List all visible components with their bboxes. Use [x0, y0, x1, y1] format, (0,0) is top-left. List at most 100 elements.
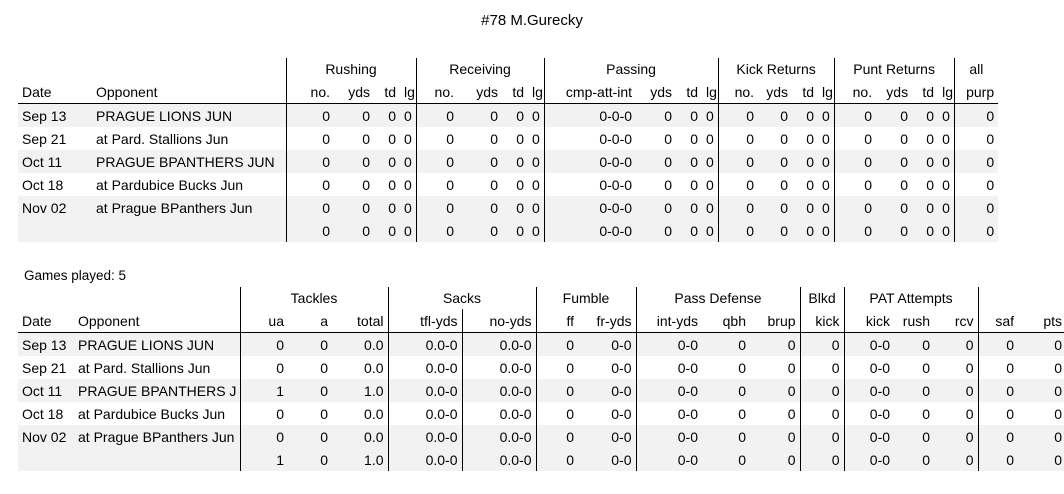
table-cell: 0 — [799, 332, 845, 356]
group-header: Fumble — [535, 287, 636, 309]
table-cell: 0 — [876, 196, 913, 219]
table-cell: 0 — [833, 150, 877, 173]
table-cell: 0 — [818, 103, 835, 127]
table-cell: kick — [843, 309, 895, 333]
table-cell: Oct 11 — [18, 150, 92, 173]
table-cell: 0.0-0 — [387, 356, 462, 379]
table-cell: 0 — [288, 332, 332, 356]
table-cell: 1 — [239, 379, 288, 402]
table-cell: 0 — [400, 219, 416, 242]
table-cell: 0 — [818, 196, 835, 219]
table-cell: 0 — [374, 196, 400, 219]
table-cell: 0 — [717, 127, 759, 150]
table-row: Sep 13 PRAGUE LIONS JUN 0 0 0.0 0.0-0 0.0-0 0 0-… — [18, 332, 1064, 356]
table-cell: 0 — [912, 196, 939, 219]
table-cell: 0 — [717, 150, 759, 173]
table-cell: yds — [876, 80, 913, 104]
group-header — [18, 287, 240, 309]
table-cell: 0 — [942, 176, 950, 193]
table-cell: 0 — [664, 176, 673, 193]
table-cell: 0.0-0 — [461, 448, 536, 471]
table-cell: 0 — [750, 379, 801, 402]
table-cell: Nov 02 — [18, 425, 74, 448]
table-cell: 0.0 — [364, 405, 384, 422]
table-cell: 0 — [676, 150, 703, 173]
table-cell: yds — [334, 80, 374, 104]
table-row: Sep 21 at Pard. Stallions Jun 0 0 0 0 0 0 0 0 0-0-… — [18, 127, 999, 150]
table-cell: ff — [535, 309, 578, 333]
table-cell: 0 — [894, 379, 935, 402]
table-cell: 0 — [415, 150, 458, 173]
table-cell: 0 — [535, 332, 578, 356]
table-cell: 0 — [400, 103, 416, 127]
table-cell: at Prague BPanthers Jun — [92, 196, 286, 219]
table-row: Sep 21 at Pard. Stallions Jun 0 0 0.0 0.0-0 0.… — [18, 356, 1064, 379]
table-cell: kick — [799, 309, 845, 333]
table-cell: 0 — [388, 176, 396, 193]
table-cell: 0 — [799, 425, 845, 448]
table-cell: 0 — [977, 402, 1019, 425]
table-cell: 0 — [702, 379, 750, 402]
table-cell: td — [502, 80, 528, 104]
table-cell: PRAGUE BPANTHERS J — [74, 379, 240, 402]
table-cell: 0 — [900, 130, 909, 147]
table-cell: 0 — [799, 356, 845, 379]
total-row: 0 0 0 0 0 0 0 0 0-0-0 0 0 0 0 0 0 0 0 0 0 0 0 — [18, 219, 999, 242]
table-cell: 0 — [528, 150, 545, 173]
table-cell: 0 — [822, 130, 830, 147]
table-cell: 0 — [706, 176, 714, 193]
table-cell: Oct 18 — [22, 405, 64, 422]
table-cell: 0 — [833, 173, 877, 196]
table-cell: 0 — [288, 379, 332, 402]
table-cell: no. — [833, 80, 877, 104]
table-cell: 0 — [876, 150, 913, 173]
table-cell: 0 — [400, 150, 416, 173]
column-header-row: Date Opponent ua a total tfl-yds no-yds ff fr-yd… — [18, 309, 1064, 333]
table-cell: 0 — [934, 379, 979, 402]
table-cell: 0 — [926, 176, 935, 193]
table-cell: Date — [18, 80, 92, 104]
table-cell: a — [288, 309, 332, 333]
table-cell: at Pardubice Bucks Jun — [96, 176, 244, 193]
table-cell: 0 — [818, 219, 835, 242]
table-cell: 0 — [818, 150, 835, 173]
table-cell: 0 — [458, 150, 502, 173]
table-cell: 0 — [528, 196, 545, 219]
table-row: Oct 11 PRAGUE BPANTHERS JUN 0 0 0 0 0 0 0 0 0-0-0 0… — [18, 150, 999, 173]
table-cell: 0.0 — [332, 332, 388, 356]
table-cell: 0 — [1018, 332, 1064, 356]
table-cell: 0 — [285, 219, 334, 242]
table-cell: 0 — [458, 219, 502, 242]
table-cell: 0-0 — [635, 402, 702, 425]
table-cell: 0 — [664, 130, 673, 147]
table-cell: 0 — [792, 219, 819, 242]
table-cell: 0 — [938, 103, 955, 127]
table-cell: 0-0-0 — [543, 103, 637, 127]
table-cell: 0 — [799, 448, 845, 471]
table-cell — [18, 219, 92, 242]
table-cell: 0 — [894, 332, 935, 356]
table-cell: 0 — [535, 425, 578, 448]
table-cell: 0 — [750, 425, 801, 448]
table-cell: 0 — [833, 127, 877, 150]
table-cell: 0-0-0 — [543, 196, 637, 219]
table-cell: 0 — [822, 176, 830, 193]
column-header-row: Date Opponent no. yds td lg no. yds td lg cmp-att-… — [18, 80, 999, 104]
offense-stats-table: Rushing Receiving Passing Kick Returns Punt … — [18, 58, 999, 242]
group-header: Kick Returns — [717, 58, 835, 80]
table-cell: 0 — [912, 219, 939, 242]
table-cell: 0 — [953, 196, 999, 219]
table-cell: 0 — [288, 425, 332, 448]
table-cell: 0 — [636, 219, 677, 242]
table-cell: 0-0 — [635, 332, 702, 356]
table-cell: 0 — [912, 150, 939, 173]
table-cell: 0 — [922, 359, 931, 376]
table-cell: 0 — [1054, 405, 1063, 422]
table-cell: 0.0-0 — [461, 356, 536, 379]
table-cell: 0-0 — [843, 356, 895, 379]
table-cell: no. — [717, 80, 759, 104]
table-cell: 0 — [415, 219, 458, 242]
table-cell: 0-0 — [635, 379, 702, 402]
table-cell: 0 — [938, 150, 955, 173]
table-cell: 0-0 — [635, 448, 702, 471]
